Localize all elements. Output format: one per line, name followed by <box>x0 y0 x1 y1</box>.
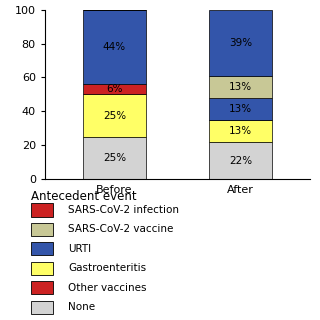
Bar <box>83 10 146 84</box>
Bar <box>31 203 53 217</box>
Bar <box>83 94 146 137</box>
Text: 13%: 13% <box>229 104 252 114</box>
Text: 39%: 39% <box>229 38 252 48</box>
Bar <box>83 137 146 179</box>
Text: 44%: 44% <box>103 42 126 52</box>
Bar <box>83 84 146 94</box>
Text: 25%: 25% <box>103 111 126 121</box>
Text: Antecedent event: Antecedent event <box>31 190 137 203</box>
Bar <box>31 223 53 236</box>
Text: 25%: 25% <box>103 153 126 163</box>
Text: SARS-CoV-2 infection: SARS-CoV-2 infection <box>68 205 179 215</box>
Text: URTI: URTI <box>68 244 91 254</box>
Bar <box>31 242 53 255</box>
Text: SARS-CoV-2 vaccine: SARS-CoV-2 vaccine <box>68 224 173 234</box>
Bar <box>209 76 272 98</box>
Bar <box>209 10 272 76</box>
Bar <box>209 142 272 179</box>
Text: 6%: 6% <box>106 84 123 94</box>
Text: 22%: 22% <box>229 156 252 165</box>
Bar <box>31 300 53 314</box>
Bar <box>31 261 53 275</box>
Text: 13%: 13% <box>229 126 252 136</box>
Bar <box>209 120 272 142</box>
Text: Gastroenteritis: Gastroenteritis <box>68 263 146 273</box>
Text: None: None <box>68 302 95 312</box>
Text: 13%: 13% <box>229 82 252 92</box>
Bar <box>209 98 272 120</box>
Text: Other vaccines: Other vaccines <box>68 283 147 293</box>
Bar <box>31 281 53 294</box>
